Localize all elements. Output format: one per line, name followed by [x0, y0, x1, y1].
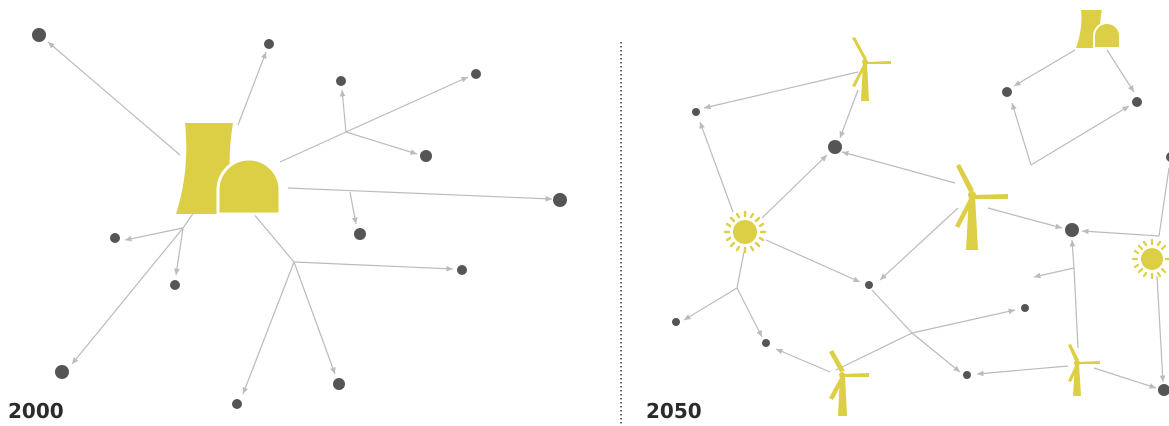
connection-line: [1106, 49, 1135, 93]
consumer-node: [553, 193, 567, 207]
connection-line: [911, 308, 1016, 334]
connection-line: [765, 239, 861, 283]
consumer-node: [692, 108, 700, 116]
consumer-nodes-decentralized: [672, 87, 1169, 396]
consumer-node: [1158, 384, 1169, 396]
connection-line: [736, 251, 745, 289]
sun-icon: [1131, 238, 1169, 280]
consumer-node: [1166, 152, 1169, 162]
connection-line: [879, 207, 959, 281]
connection-line: [349, 191, 358, 225]
consumer-node: [865, 281, 873, 289]
year-label-right: 2050: [646, 399, 702, 423]
connection-line: [1033, 267, 1075, 279]
consumer-node: [471, 69, 481, 79]
consumer-node: [110, 233, 120, 243]
connection-line: [703, 71, 859, 110]
decentralized-panel: [672, 10, 1169, 416]
connection-line: [736, 287, 763, 338]
consumer-node: [420, 150, 432, 162]
connection-line: [237, 51, 267, 126]
consumer-nodes-centralized: [32, 28, 567, 409]
connection-line: [242, 261, 295, 395]
centralized-panel: [32, 28, 567, 409]
consumer-node: [1002, 87, 1012, 97]
connection-line: [47, 41, 181, 156]
consumer-node: [232, 399, 242, 409]
wind-turbine-icon: [955, 164, 1008, 250]
wind-turbine-icon: [829, 350, 869, 416]
connection-line: [293, 261, 454, 272]
consumer-node: [1132, 97, 1142, 107]
connection-line: [1013, 49, 1076, 87]
connection-line: [1069, 239, 1076, 269]
consumer-node: [457, 265, 467, 275]
connection-line: [339, 89, 347, 133]
connection-line: [345, 131, 418, 155]
connection-line: [761, 154, 828, 219]
connection-line: [1158, 167, 1169, 237]
consumer-node: [354, 228, 366, 240]
connection-line: [1011, 102, 1032, 166]
connection-line: [775, 348, 831, 373]
connection-line: [841, 150, 956, 184]
power-plant-icon: [176, 123, 282, 216]
connection-line: [71, 227, 184, 365]
connection-line: [345, 76, 469, 133]
connection-line: [871, 289, 913, 334]
consumer-node: [264, 39, 274, 49]
connection-line: [1081, 228, 1160, 237]
connection-line: [1156, 275, 1166, 383]
connection-line: [839, 89, 859, 139]
connection-line: [279, 131, 347, 163]
sun-icon: [723, 210, 767, 254]
connection-line: [699, 121, 734, 213]
connection-line: [987, 207, 1063, 230]
connection-line: [835, 332, 913, 371]
connections-decentralized: [683, 49, 1169, 389]
wind-turbine-icon: [852, 37, 891, 101]
consumer-node: [333, 378, 345, 390]
connections-centralized: [47, 41, 553, 395]
connection-line: [287, 187, 553, 202]
connection-line: [911, 332, 961, 373]
connection-line: [1093, 367, 1157, 389]
consumer-node: [170, 280, 180, 290]
connection-line: [1030, 105, 1130, 166]
power-plant-icon: [1076, 10, 1121, 49]
connection-line: [976, 365, 1069, 377]
connection-line: [124, 227, 184, 242]
connection-line: [293, 261, 336, 375]
connection-line: [1073, 267, 1079, 349]
consumer-node: [32, 28, 46, 42]
year-label-left: 2000: [8, 399, 64, 423]
consumer-node: [1065, 223, 1079, 237]
consumer-node: [55, 365, 69, 379]
consumer-node: [1021, 304, 1029, 312]
connection-line: [174, 227, 184, 276]
wind-turbine-icon: [1068, 344, 1100, 396]
consumer-node: [762, 339, 770, 347]
consumer-node: [963, 371, 971, 379]
connection-line: [683, 287, 738, 321]
consumer-node: [672, 318, 680, 326]
consumer-node: [336, 76, 346, 86]
consumer-node: [828, 140, 842, 154]
